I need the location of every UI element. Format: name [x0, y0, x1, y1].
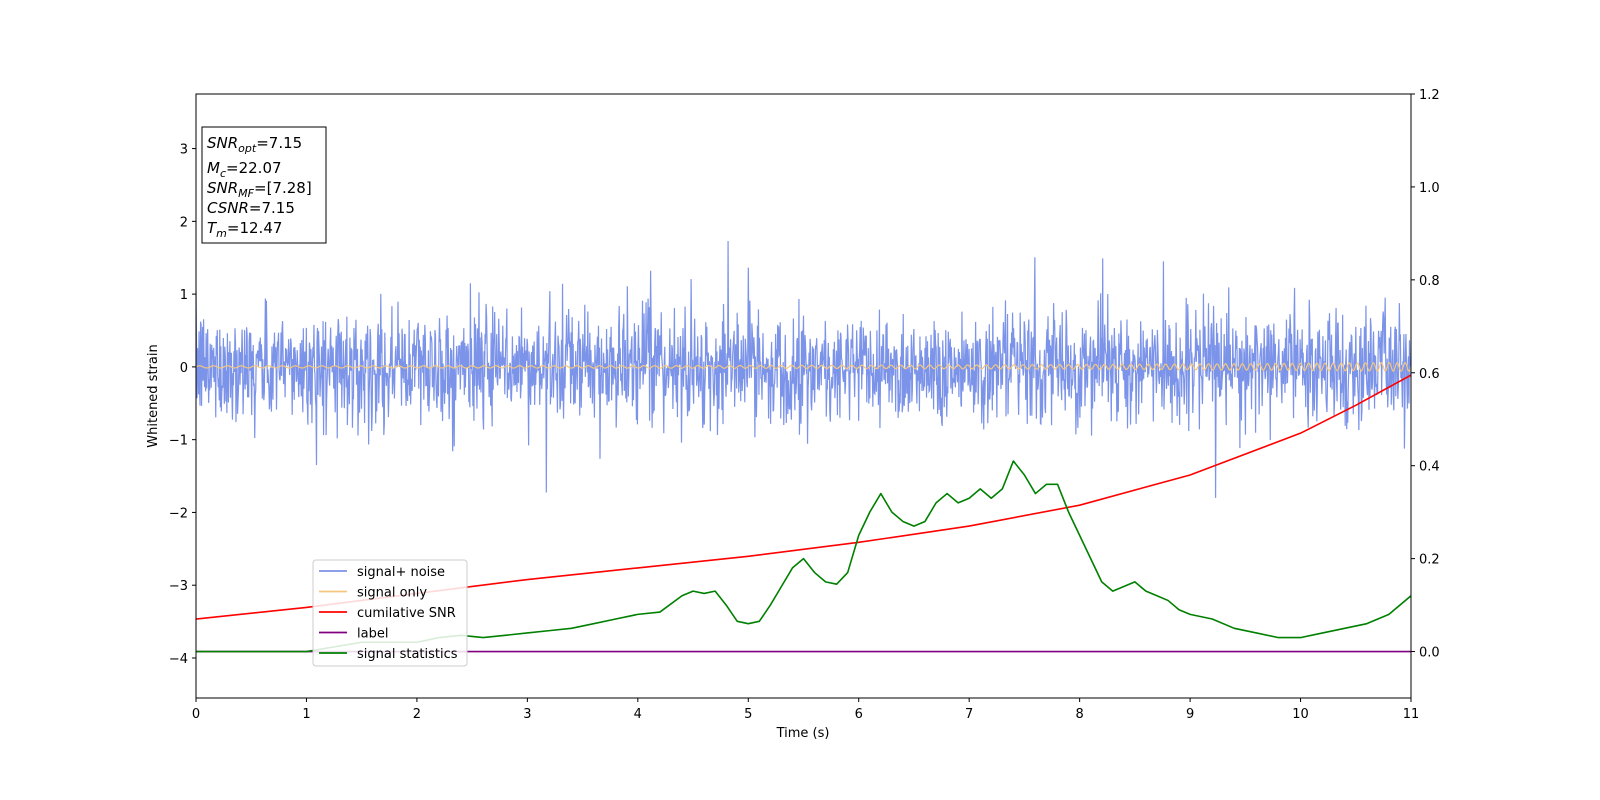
x-tick-label: 8	[1075, 707, 1083, 722]
y-axis-label: Whitened strain	[146, 344, 161, 447]
info-box-line: SNRopt=7.15	[207, 134, 302, 155]
y-left-tick-label: 3	[180, 143, 188, 158]
x-tick-label: 0	[192, 707, 200, 722]
x-tick-label: 3	[523, 707, 531, 722]
series-signal-only-line	[196, 361, 1411, 372]
y-left-tick-label: 2	[180, 215, 188, 230]
y-left-tick-label: 1	[180, 288, 188, 303]
x-axis-label: Time (s)	[776, 726, 830, 741]
axes: 0 1 2 3 4 5 6 7 8 9 10 11 −4 −3 −2 −1 0 1 2 3 0.0 0.2 0.4 0.6 0.…	[169, 88, 1440, 722]
y-right-tick-label: 0.8	[1419, 274, 1440, 289]
x-tick-label: 2	[413, 707, 421, 722]
y-right-tick-label: 0.4	[1419, 460, 1440, 475]
y-left-tick-label: 0	[180, 361, 188, 376]
legend-entry-label: signal statistics	[357, 647, 458, 662]
legend-frame	[312, 559, 468, 667]
y-right-tick-label: 0.6	[1419, 367, 1440, 382]
x-tick-label: 9	[1186, 707, 1194, 722]
y-left-tick-label: −3	[169, 579, 188, 594]
series-signal-noise-line	[196, 241, 1411, 498]
y-right-tick-label: 0.2	[1419, 553, 1440, 568]
x-tick-label: 6	[855, 707, 863, 722]
y-right-tick-label: 1.2	[1419, 88, 1440, 103]
info-box-line: Tm=12.47	[207, 219, 282, 240]
y-right-tick-label: 1.0	[1419, 181, 1440, 196]
legend-entry-label: cumilative SNR	[357, 606, 456, 621]
info-box: SNRopt=7.15 Mc=22.07SNRMF=[7.28]CSNR=7.15…	[201, 126, 327, 244]
legend: signal+ noise signal only cumilative SNR la…	[312, 559, 468, 667]
legend-entry-label: signal+ noise	[357, 565, 445, 580]
x-tick-label: 11	[1403, 707, 1420, 722]
y-left-tick-label: −2	[169, 506, 188, 521]
series-signal-statistics-line	[196, 460, 1411, 653]
x-tick-label: 10	[1292, 707, 1309, 722]
y-right-tick-label: 0.0	[1419, 646, 1440, 661]
info-box-frame	[201, 126, 327, 244]
y-left-tick-label: −1	[169, 434, 188, 449]
x-tick-label: 7	[965, 707, 973, 722]
legend-entry-label: label	[357, 627, 388, 642]
legend-entry-label: signal only	[357, 586, 427, 601]
x-tick-label: 5	[744, 707, 752, 722]
y-left-tick-label: −4	[169, 652, 188, 667]
plot-frame	[195, 93, 1412, 699]
info-box-line: Mc=22.07	[207, 159, 282, 180]
info-box-line: SNRMF=[7.28]	[207, 179, 312, 200]
x-tick-label: 4	[634, 707, 642, 722]
info-box-line: CSNR=7.15	[207, 199, 295, 217]
x-tick-label: 1	[302, 707, 310, 722]
